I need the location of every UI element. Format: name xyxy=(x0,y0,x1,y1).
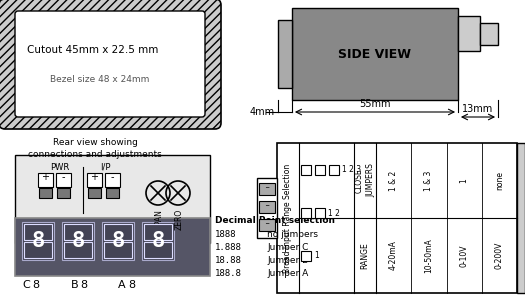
Text: 1 & 2: 1 & 2 xyxy=(389,170,398,191)
Bar xyxy=(106,188,119,198)
Text: -: - xyxy=(62,172,65,182)
Bar xyxy=(57,188,70,198)
Text: 8: 8 xyxy=(80,280,87,290)
Text: Bezel size 48 x 24mm: Bezel size 48 x 24mm xyxy=(50,75,150,85)
Text: 0-10V: 0-10V xyxy=(459,244,469,267)
Text: Cutout 45mm x 22.5 mm: Cutout 45mm x 22.5 mm xyxy=(27,45,159,55)
Bar xyxy=(301,208,311,218)
Bar xyxy=(56,173,71,187)
Text: 8: 8 xyxy=(71,231,85,251)
Bar xyxy=(480,23,498,45)
Text: Decimal Point selection: Decimal Point selection xyxy=(215,216,335,225)
Text: 1: 1 xyxy=(314,252,319,260)
Text: ─: ─ xyxy=(265,204,269,209)
Text: -: - xyxy=(111,172,114,182)
Text: 13mm: 13mm xyxy=(463,104,493,114)
Bar xyxy=(24,224,52,240)
Text: 8: 8 xyxy=(151,231,165,251)
FancyBboxPatch shape xyxy=(15,11,205,117)
Text: B: B xyxy=(70,280,78,290)
Bar xyxy=(277,143,517,293)
Text: Jumper A: Jumper A xyxy=(267,269,308,278)
Bar xyxy=(15,155,210,243)
Text: Jumper C: Jumper C xyxy=(267,243,308,252)
Text: no jumpers: no jumpers xyxy=(267,230,318,239)
Bar xyxy=(105,173,120,187)
Text: +: + xyxy=(90,172,99,182)
Bar xyxy=(87,173,102,187)
Text: SPAN: SPAN xyxy=(154,209,163,229)
Text: ZERO: ZERO xyxy=(174,209,184,230)
Bar xyxy=(517,143,525,293)
Bar xyxy=(142,222,174,260)
Text: 1: 1 xyxy=(459,178,469,183)
Bar xyxy=(315,165,325,175)
Bar xyxy=(88,188,101,198)
Text: 188.8: 188.8 xyxy=(215,269,242,278)
Bar xyxy=(144,224,172,240)
Text: 55mm: 55mm xyxy=(359,99,391,109)
Bar xyxy=(22,222,54,260)
Bar xyxy=(62,222,94,260)
Bar xyxy=(301,165,311,175)
Bar xyxy=(64,224,92,240)
Bar xyxy=(104,224,132,240)
Bar xyxy=(257,178,277,238)
Text: Rear view showing
connections and adjustments: Rear view showing connections and adjust… xyxy=(28,138,162,159)
Text: 18.88: 18.88 xyxy=(215,256,242,265)
Bar xyxy=(278,20,292,88)
Bar xyxy=(301,251,311,261)
Bar xyxy=(104,242,132,258)
Bar xyxy=(259,219,275,231)
Bar xyxy=(292,8,458,100)
Text: 4mm: 4mm xyxy=(250,107,275,117)
Text: 1.888: 1.888 xyxy=(215,243,242,252)
Text: I/P: I/P xyxy=(100,163,110,172)
Text: A: A xyxy=(118,280,126,290)
Text: CLOSE
JUMPERS: CLOSE JUMPERS xyxy=(355,164,375,198)
Text: C: C xyxy=(22,280,30,290)
Bar xyxy=(329,165,339,175)
Text: 8: 8 xyxy=(128,280,135,290)
Bar xyxy=(64,242,92,258)
Bar xyxy=(458,16,480,51)
Text: ─: ─ xyxy=(265,223,269,227)
Text: Jumper B: Jumper B xyxy=(267,256,308,265)
Bar xyxy=(315,208,325,218)
Bar xyxy=(38,173,53,187)
Text: PWR: PWR xyxy=(50,163,70,172)
Text: none: none xyxy=(495,171,504,190)
FancyBboxPatch shape xyxy=(0,0,221,129)
Text: 10-50mA: 10-50mA xyxy=(424,238,433,273)
Text: SIDE VIEW: SIDE VIEW xyxy=(339,47,412,60)
Text: 4-20mA: 4-20mA xyxy=(389,240,398,271)
Bar xyxy=(15,218,210,276)
Text: 1 2: 1 2 xyxy=(328,209,340,218)
Text: Broad Input Range Selection: Broad Input Range Selection xyxy=(284,163,292,273)
Text: +: + xyxy=(41,172,49,182)
Text: 0-200V: 0-200V xyxy=(495,242,504,269)
Bar xyxy=(39,188,52,198)
Text: 8: 8 xyxy=(32,280,39,290)
Text: 8: 8 xyxy=(111,231,125,251)
Bar xyxy=(144,242,172,258)
Bar xyxy=(259,183,275,195)
Text: ─: ─ xyxy=(265,187,269,192)
Text: 8: 8 xyxy=(32,231,45,251)
Text: 1 & 3: 1 & 3 xyxy=(424,170,433,191)
Text: 1 2 3: 1 2 3 xyxy=(342,165,361,175)
Bar xyxy=(102,222,134,260)
Bar xyxy=(259,201,275,213)
Text: RANGE: RANGE xyxy=(361,242,370,269)
Bar xyxy=(24,242,52,258)
Text: 1888: 1888 xyxy=(215,230,236,239)
